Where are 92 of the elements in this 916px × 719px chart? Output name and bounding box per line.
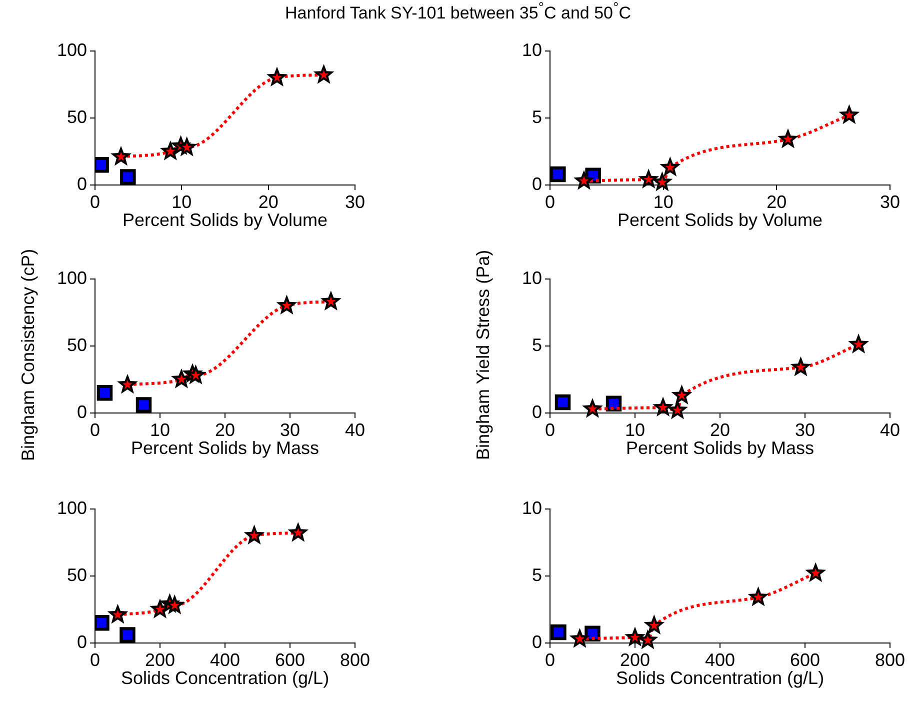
y-tick-label: 0	[532, 632, 542, 652]
x-tick-label: 0	[90, 650, 100, 670]
point	[805, 562, 826, 582]
point	[569, 628, 590, 648]
point	[638, 168, 660, 189]
x-tick-label: 600	[790, 650, 820, 670]
x-axis-title: Percent Solids by Volume	[122, 210, 328, 230]
point	[164, 594, 186, 614]
x-tick-label: 0	[90, 420, 100, 440]
point	[288, 522, 309, 542]
point	[838, 104, 860, 124]
point	[652, 396, 674, 417]
point	[120, 627, 136, 643]
point	[790, 356, 812, 376]
x-tick-label: 10	[172, 192, 192, 212]
y-tick-label: 5	[532, 334, 542, 355]
point	[244, 524, 265, 545]
point	[637, 629, 658, 650]
point	[266, 66, 288, 87]
x-axis-title: Solids Concentration (g/L)	[616, 668, 824, 688]
point	[574, 170, 594, 190]
x-tick-label: 200	[144, 650, 176, 670]
y-tick-label: 5	[532, 106, 542, 127]
x-tick-label: 800	[874, 650, 906, 670]
x-tick-label: 0	[90, 192, 100, 212]
x-tick-label: 20	[258, 192, 278, 212]
point	[554, 394, 571, 410]
x-tick-label: 0	[544, 650, 556, 670]
x-tick-label: 200	[620, 650, 650, 670]
y-axis-title: Bingham Yield Stress (Pa)	[472, 248, 494, 462]
point	[778, 128, 798, 148]
point	[313, 64, 334, 84]
x-tick-label: 20	[214, 420, 236, 440]
x-tick-label: 30	[280, 420, 300, 440]
y-axis-title: Bingham Consistency (cP)	[17, 248, 39, 464]
y-tick-label: 5	[532, 564, 542, 585]
point	[550, 166, 566, 182]
point	[644, 614, 665, 634]
y-tick-label: 0	[76, 174, 87, 194]
point	[120, 169, 136, 185]
x-axis-title: Solids Concentration (g/L)	[120, 668, 330, 688]
x-tick-label: 10	[624, 420, 646, 440]
y-tick-label: 0	[76, 632, 87, 652]
y-tick-label: 100	[56, 40, 87, 60]
x-tick-label: 600	[274, 650, 306, 670]
x-axis-title: Percent Solids by Volume	[617, 210, 823, 230]
point	[624, 626, 646, 647]
y-tick-label: 0	[532, 174, 542, 194]
y-tick-label: 100	[56, 268, 87, 288]
y-tick-label: 50	[66, 106, 87, 127]
x-tick-label: 400	[210, 650, 240, 670]
y-tick-label: 0	[76, 402, 87, 422]
point	[671, 384, 692, 404]
point	[582, 398, 603, 418]
x-tick-label: 10	[150, 420, 170, 440]
x-tick-label: 0	[544, 420, 556, 440]
x-tick-label: 30	[880, 192, 900, 212]
x-tick-label: 40	[880, 420, 900, 440]
x-axis-title: Percent Solids by Mass	[626, 438, 814, 458]
point	[320, 290, 342, 311]
x-tick-label: 40	[344, 420, 366, 440]
x-tick-label: 400	[704, 650, 736, 670]
x-tick-label: 800	[340, 650, 370, 670]
y-tick-label: 50	[66, 564, 87, 585]
point	[96, 385, 113, 401]
y-tick-label: 50	[66, 334, 87, 355]
point	[136, 397, 152, 413]
x-axis-title: Percent Solids by Mass	[130, 438, 320, 458]
point	[660, 156, 681, 176]
text: Hanford Tank SY-101 between 35$^{°}$C and 50$^{°}$C	[284, 0, 632, 24]
point	[110, 146, 132, 166]
y-tick-label: 100	[56, 498, 87, 518]
point	[652, 171, 673, 192]
x-tick-label: 30	[794, 420, 816, 440]
point	[95, 615, 110, 631]
point	[95, 157, 109, 173]
y-tick-label: 10	[522, 268, 542, 288]
point	[848, 334, 870, 354]
x-tick-label: 0	[544, 192, 556, 212]
x-tick-label: 10	[653, 192, 674, 212]
point	[550, 624, 566, 640]
x-tick-label: 20	[710, 420, 730, 440]
y-tick-label: 10	[522, 40, 542, 60]
point	[117, 374, 138, 394]
x-tick-label: 30	[344, 192, 366, 212]
point	[107, 604, 128, 624]
y-tick-label: 0	[532, 402, 542, 422]
y-tick-label: 10	[522, 498, 542, 518]
point	[748, 586, 769, 606]
x-tick-label: 20	[766, 192, 787, 212]
point	[276, 294, 298, 315]
point	[176, 136, 198, 156]
